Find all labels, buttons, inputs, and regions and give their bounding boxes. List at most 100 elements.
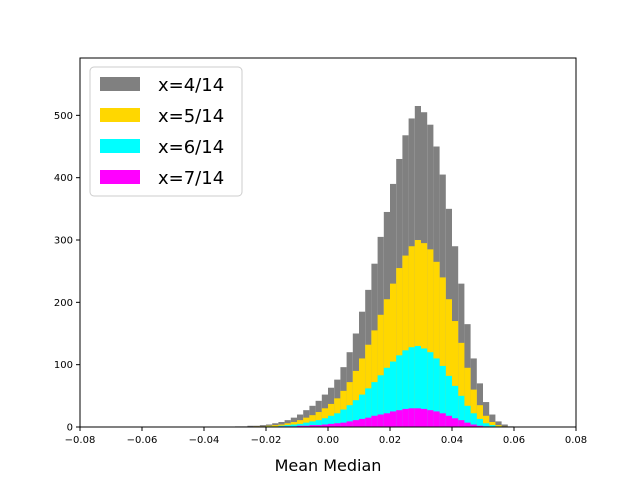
bar-series-3: [483, 423, 490, 427]
bar-series-2: [408, 246, 415, 427]
bar-series-4: [421, 408, 428, 427]
y-tick-label: 500: [54, 111, 73, 122]
bar-series-2: [352, 370, 359, 427]
bar-series-4: [371, 415, 378, 427]
bar-series-4: [458, 420, 465, 427]
bar-series-2: [452, 321, 459, 427]
bar-series-3: [489, 425, 496, 427]
bar-series-2: [433, 261, 440, 427]
bar-series-2: [483, 415, 490, 427]
bar-series-3: [309, 421, 316, 427]
bar-series-3: [427, 352, 434, 427]
x-tick-label: −0.08: [65, 435, 96, 446]
bar-series-2: [334, 398, 341, 427]
bar-series-4: [365, 417, 372, 427]
bar-series-3: [421, 348, 428, 427]
y-tick-label: 200: [54, 298, 73, 309]
bar-series-3: [346, 405, 353, 427]
legend-label: x=4/14: [158, 75, 224, 96]
bar-series-2: [427, 249, 434, 427]
bar-series-2: [377, 314, 384, 427]
bar-series-3: [445, 375, 452, 427]
legend-swatch: [100, 139, 140, 153]
legend-swatch: [100, 170, 140, 184]
bar-series-1: [278, 422, 285, 427]
bar-series-1: [495, 421, 502, 427]
bar-series-2: [371, 330, 378, 427]
x-tick-label: 0.04: [441, 435, 463, 446]
bar-series-1: [259, 425, 266, 427]
bar-series-2: [290, 422, 297, 427]
bar-series-3: [303, 422, 310, 427]
bar-series-4: [352, 420, 359, 427]
legend: x=4/14 x=5/14 x=6/14 x=7/14: [89, 66, 243, 197]
histogram-bars: [235, 105, 514, 428]
legend-label: x=6/14: [158, 137, 224, 158]
bar-series-2: [402, 255, 409, 427]
bar-series-3: [383, 367, 390, 427]
bar-series-2: [365, 344, 372, 427]
bar-series-2: [340, 390, 347, 427]
bar-series-2: [321, 408, 328, 427]
bar-series-4: [297, 425, 304, 427]
bar-series-2: [464, 367, 471, 427]
x-tick-label: 0.08: [565, 435, 587, 446]
bar-series-4: [396, 410, 403, 427]
bar-series-2: [390, 283, 397, 427]
bar-series-4: [427, 410, 434, 427]
bar-series-3: [328, 415, 335, 427]
bar-series-4: [439, 413, 446, 427]
x-tick-label: 0.02: [379, 435, 401, 446]
bar-series-1: [253, 425, 260, 427]
bar-series-3: [458, 395, 465, 427]
bar-series-4: [334, 423, 341, 427]
bar-series-3: [290, 424, 297, 427]
bar-series-3: [315, 420, 322, 427]
legend-label: x=5/14: [158, 106, 224, 127]
bar-series-2: [476, 405, 483, 427]
bar-series-4: [464, 422, 471, 427]
bar-series-4: [328, 423, 335, 427]
bar-series-4: [309, 425, 316, 427]
x-tick-label: −0.04: [189, 435, 220, 446]
bar-series-2: [346, 382, 353, 427]
legend-box: [89, 66, 243, 197]
bar-series-2: [495, 425, 502, 427]
bar-series-4: [433, 411, 440, 427]
bar-series-3: [377, 375, 384, 427]
bar-series-2: [383, 299, 390, 427]
bar-series-3: [433, 358, 440, 427]
bar-series-2: [328, 403, 335, 427]
bar-series-2: [458, 342, 465, 427]
bar-series-3: [278, 425, 285, 427]
bar-series-3: [414, 345, 421, 427]
x-tick-label: −0.02: [251, 435, 282, 446]
bar-series-3: [402, 350, 409, 427]
x-axis-label: Mean Median: [275, 456, 382, 475]
y-tick-label: 300: [54, 236, 73, 247]
bar-series-3: [452, 385, 459, 427]
bar-series-3: [321, 418, 328, 427]
bar-series-4: [390, 411, 397, 427]
bar-series-3: [340, 409, 347, 427]
bar-series-4: [359, 418, 366, 427]
bar-series-4: [315, 425, 322, 427]
bar-series-3: [390, 361, 397, 427]
x-tick-label: 0.00: [317, 435, 339, 446]
bar-series-2: [303, 417, 310, 427]
bar-series-3: [359, 394, 366, 427]
bar-series-4: [321, 424, 328, 427]
bar-series-2: [445, 299, 452, 427]
bar-series-4: [470, 424, 477, 427]
bar-series-2: [396, 268, 403, 427]
bar-series-3: [297, 423, 304, 427]
y-tick-label: 100: [54, 360, 73, 371]
x-tick-label: −0.06: [127, 435, 158, 446]
bar-series-4: [452, 418, 459, 427]
legend-swatch: [100, 77, 140, 91]
bar-series-4: [414, 408, 421, 427]
bar-series-4: [346, 421, 353, 427]
bar-series-2: [266, 425, 273, 427]
bar-series-4: [340, 422, 347, 427]
